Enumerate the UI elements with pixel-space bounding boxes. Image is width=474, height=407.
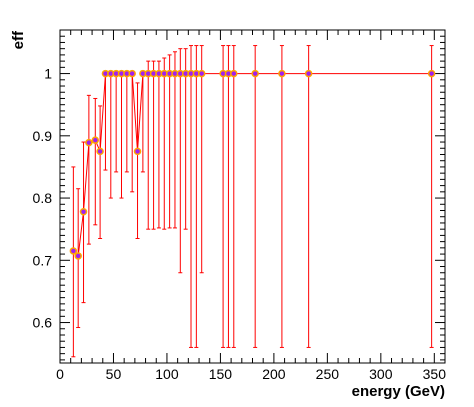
y-tick-label: 0.8	[33, 190, 53, 206]
x-tick-label: 50	[106, 366, 122, 382]
y-tick-label: 1	[44, 66, 52, 82]
tick-labels: 0 50 100 150 200 250 300 350 0.6 0.7 0.8 0.9 1	[33, 66, 447, 382]
data-point	[230, 69, 238, 78]
x-tick-label: 100	[155, 366, 179, 382]
y-tick-label: 0.7	[33, 252, 53, 268]
x-tick-label: 350	[423, 366, 447, 382]
data-point	[278, 69, 286, 78]
data-point	[251, 69, 259, 78]
data-point	[128, 69, 136, 78]
y-tick-label: 0.9	[33, 128, 53, 144]
x-tick-label: 0	[56, 366, 64, 382]
data-point	[79, 207, 88, 216]
axis-ticks	[59, 29, 446, 363]
x-tick-label: 200	[262, 366, 286, 382]
data-point	[427, 69, 436, 78]
data-point	[69, 247, 78, 255]
x-tick-label: 250	[316, 366, 340, 382]
data-point	[133, 147, 142, 156]
data-layer	[69, 45, 436, 358]
data-point	[304, 69, 313, 78]
y-axis-title: eff	[10, 30, 27, 49]
data-point	[197, 69, 206, 78]
data-point	[91, 136, 100, 144]
data-point	[85, 138, 93, 147]
data-point	[74, 252, 82, 260]
x-tick-label: 300	[369, 366, 393, 382]
y-tick-label: 0.6	[33, 315, 53, 331]
x-axis-title: energy (GeV)	[352, 383, 445, 400]
data-point	[96, 147, 104, 156]
x-tick-label: 150	[209, 366, 233, 382]
